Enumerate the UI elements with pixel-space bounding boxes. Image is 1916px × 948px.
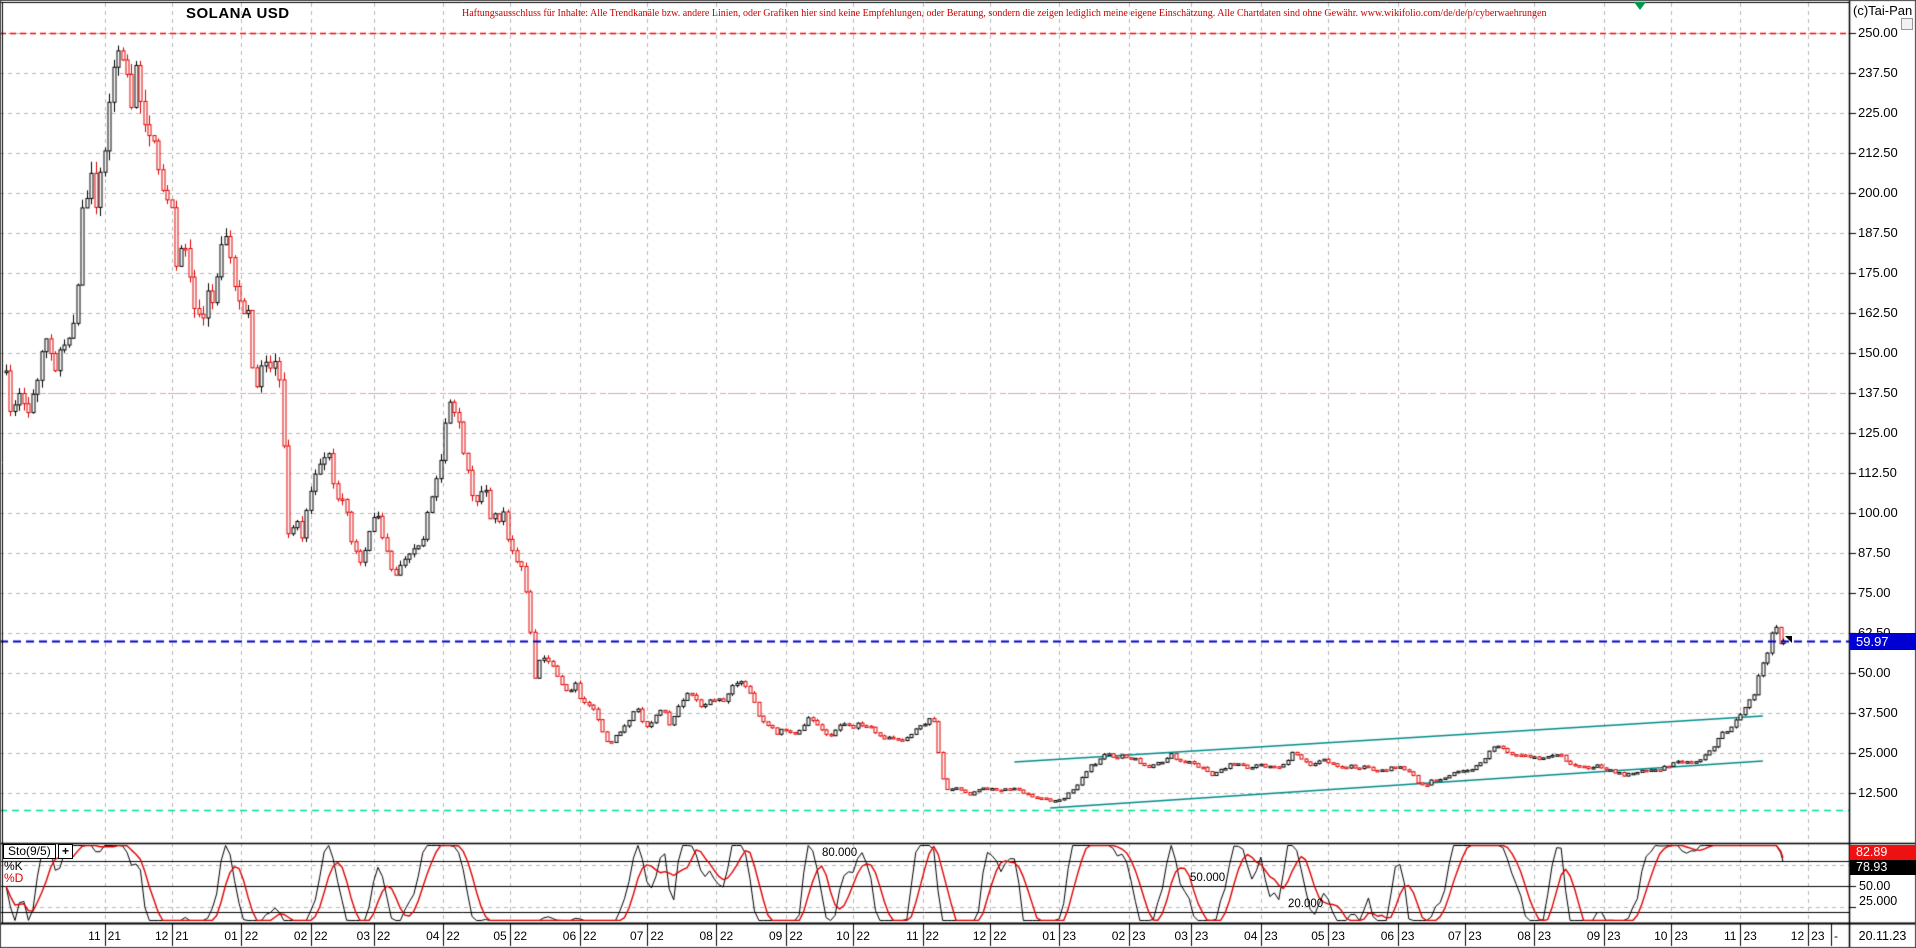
date-axis-label: 12 22 [972, 929, 1007, 943]
date-axis-label: 04 23 [1244, 929, 1278, 943]
chart-title: SOLANA USD [186, 5, 290, 22]
date-axis-label: 02 22 [293, 929, 328, 943]
price-axis-label: 150.00 [1858, 345, 1898, 360]
date-axis-label: 05 23 [1311, 929, 1345, 943]
date-axis-label: 08 23 [1517, 929, 1552, 943]
date-axis-label: 07 22 [630, 929, 664, 943]
date-axis-label: 09 22 [768, 929, 803, 943]
date-axis-label: 05 22 [493, 929, 528, 943]
price-axis-label: 100.00 [1858, 505, 1898, 520]
stoch-k-label: %K [4, 859, 23, 873]
date-axis-label: 01 22 [224, 929, 259, 943]
price-axis-label: 250.00 [1858, 25, 1898, 40]
date-axis-label: 10 23 [1654, 929, 1688, 943]
price-axis-label: 87.50 [1858, 545, 1891, 560]
date-axis-label: 02 23 [1111, 929, 1146, 943]
date-axis-label: 06 23 [1380, 929, 1415, 943]
price-axis-label: 12.500 [1858, 785, 1898, 800]
add-indicator-button[interactable]: + [58, 844, 73, 859]
minimize-icon[interactable] [1901, 18, 1913, 30]
disclaimer-text: Haftungsausschluss für Inhalte: Alle Tre… [462, 8, 1547, 19]
price-axis-label: 125.00 [1858, 425, 1898, 440]
price-axis-label: 237.50 [1858, 65, 1898, 80]
stoch-level-label: 20.000 [1288, 897, 1324, 910]
date-axis-label: 09 23 [1586, 929, 1621, 943]
price-axis-label: 162.50 [1858, 305, 1898, 320]
price-axis-label: 37.500 [1858, 705, 1898, 720]
date-axis-label: 03 23 [1174, 929, 1209, 943]
stoch-d-label: %D [4, 871, 24, 885]
last-price-arrow-icon [1785, 636, 1792, 643]
price-axis-label: 175.00 [1858, 265, 1898, 280]
price-axis-label: 225.00 [1858, 105, 1898, 120]
price-axis-label: 75.00 [1858, 585, 1891, 600]
date-axis-label: 11 22 [906, 929, 939, 943]
date-axis-separator: - [1834, 929, 1838, 943]
stoch-axis-label-50: 50.00 [1859, 879, 1891, 893]
date-axis-label: 04 22 [426, 929, 460, 943]
price-axis-label: 200.00 [1858, 185, 1898, 200]
date-axis-label: 12 21 [154, 929, 189, 943]
price-axis-label: 112.50 [1858, 465, 1897, 480]
last-date-label: 20.11.23 [1858, 929, 1907, 943]
current-price-badge: 59.97 [1850, 633, 1916, 650]
price-axis-label: 187.50 [1858, 225, 1898, 240]
date-axis-label: 01 23 [1042, 929, 1077, 943]
indicator-label: Sto(9/5) [3, 844, 56, 859]
date-axis-label: 07 23 [1447, 929, 1482, 943]
price-axis-label: 50.00 [1858, 665, 1891, 680]
stoch-axis-label-25: 25.000 [1859, 894, 1898, 908]
date-axis-label: 08 22 [699, 929, 734, 943]
stoch-level-label: 80.000 [822, 846, 858, 859]
price-axis-label: 137.50 [1858, 385, 1898, 400]
date-axis-label: 10 22 [836, 929, 870, 943]
signal-triangle-icon [1634, 2, 1646, 10]
copyright-label: (c)Tai-Pan [1853, 3, 1913, 18]
date-axis-label: 06 22 [562, 929, 597, 943]
date-axis-label: 12 23 [1790, 929, 1825, 943]
date-axis-label: 03 22 [356, 929, 391, 943]
date-axis-label: 11 21 [88, 929, 121, 943]
price-axis-label: 212.50 [1858, 145, 1898, 160]
stoch-k-value-badge: 78.93 [1850, 860, 1916, 875]
price-axis-label: 25.000 [1858, 745, 1898, 760]
date-axis-label: 11 23 [1724, 929, 1757, 943]
stoch-level-label: 50.000 [1190, 872, 1226, 884]
stoch-d-value-badge: 82.89 [1850, 845, 1916, 860]
